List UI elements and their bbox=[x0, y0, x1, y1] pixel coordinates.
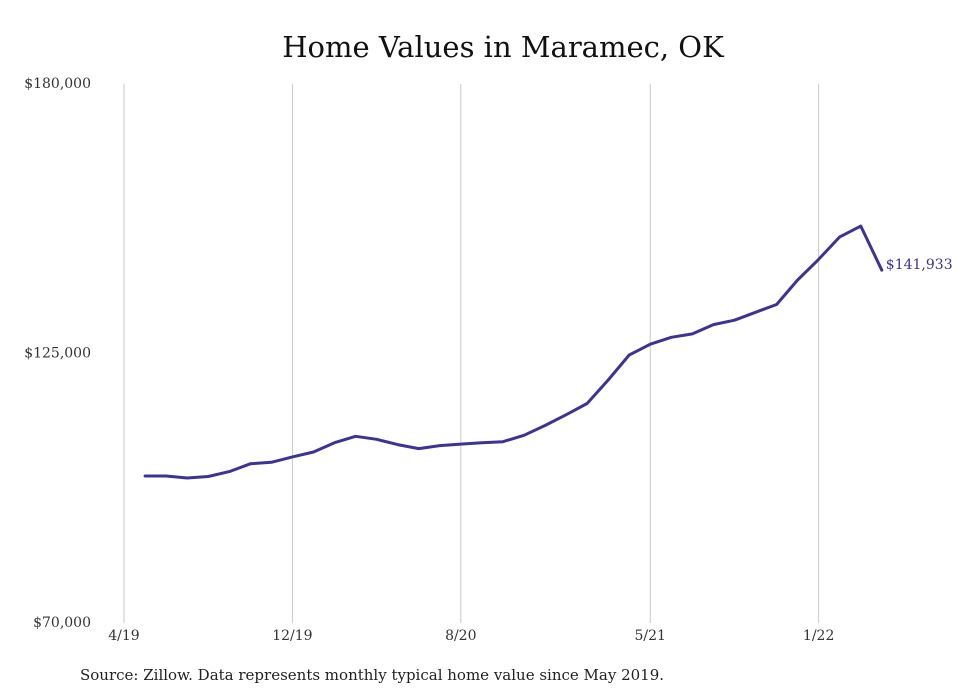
data-point bbox=[691, 332, 694, 335]
y-tick-label: $125,000 bbox=[24, 346, 91, 362]
data-point bbox=[480, 441, 483, 444]
data-point bbox=[270, 461, 273, 464]
data-point bbox=[859, 225, 862, 228]
grid-lines bbox=[123, 84, 820, 623]
data-point bbox=[607, 379, 610, 382]
series-layer: $141,933 bbox=[143, 224, 953, 480]
data-point bbox=[670, 336, 673, 339]
data-point bbox=[333, 441, 336, 444]
data-point bbox=[144, 475, 147, 478]
data-point bbox=[312, 451, 315, 454]
data-point bbox=[523, 434, 526, 437]
data-point bbox=[375, 438, 378, 441]
x-tick-label: 5/21 bbox=[635, 628, 666, 644]
data-point bbox=[438, 444, 441, 447]
y-tick-label: $70,000 bbox=[33, 615, 91, 631]
x-tick-label: 12/19 bbox=[272, 628, 312, 644]
data-point bbox=[459, 443, 462, 446]
series-line-0 bbox=[143, 224, 884, 480]
data-point bbox=[165, 475, 168, 478]
data-point bbox=[291, 455, 294, 458]
data-point bbox=[249, 462, 252, 465]
data-point bbox=[565, 413, 568, 416]
data-point bbox=[796, 279, 799, 282]
y-tick-label: $180,000 bbox=[24, 76, 91, 92]
data-point bbox=[628, 354, 631, 357]
data-point bbox=[880, 269, 883, 272]
source-note: Source: Zillow. Data represents monthly … bbox=[80, 666, 665, 684]
data-point bbox=[544, 424, 547, 427]
end-value-label: $141,933 bbox=[886, 257, 953, 273]
data-point bbox=[712, 323, 715, 326]
data-point bbox=[775, 303, 778, 306]
data-point bbox=[354, 435, 357, 438]
data-point bbox=[838, 235, 841, 238]
data-point bbox=[228, 470, 231, 473]
data-point bbox=[586, 402, 589, 405]
chart-title: Home Values in Maramec, OK bbox=[282, 30, 724, 64]
data-point bbox=[501, 440, 504, 443]
x-tick-label: 8/20 bbox=[445, 628, 476, 644]
data-point bbox=[396, 443, 399, 446]
x-tick-label: 1/22 bbox=[803, 628, 834, 644]
x-axis-ticks: 4/19 12/19 8/20 5/21 1/22 bbox=[108, 628, 834, 644]
y-axis-ticks: $180,000 $125,000 $70,000 bbox=[24, 76, 91, 631]
data-point bbox=[649, 343, 652, 346]
data-point bbox=[417, 447, 420, 450]
data-point bbox=[754, 311, 757, 314]
data-point bbox=[207, 475, 210, 478]
data-point bbox=[733, 319, 736, 322]
x-tick-label: 4/19 bbox=[108, 628, 139, 644]
data-point bbox=[817, 258, 820, 261]
data-point bbox=[186, 477, 189, 480]
